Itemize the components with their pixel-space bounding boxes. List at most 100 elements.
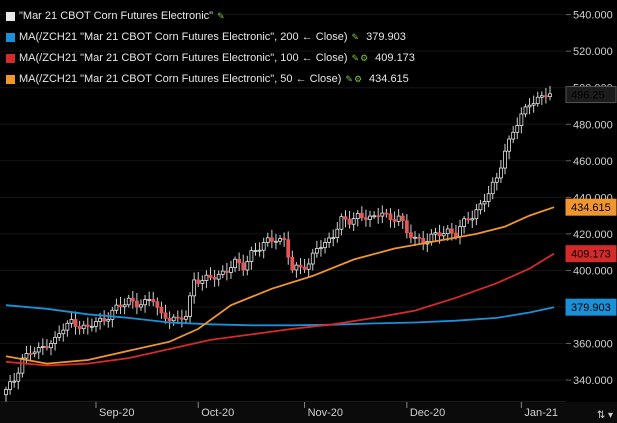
y-grid: [0, 14, 566, 381]
candle-body: [155, 301, 160, 308]
price-tag: [565, 298, 617, 316]
candle-body: [179, 317, 184, 320]
candle-body: [527, 104, 532, 108]
candle-body: [36, 347, 41, 353]
x-tick-label: Nov-20: [308, 407, 343, 419]
candle-body: [364, 217, 368, 220]
price-tag: [565, 86, 617, 104]
candle-body: [376, 215, 381, 218]
plot-background: [0, 0, 566, 402]
candle-body: [69, 319, 74, 324]
candle-body: [151, 299, 156, 303]
candle-body: [368, 215, 372, 220]
legend-row-ma200[interactable]: MA(/ZCH21 "Mar 21 CBOT Corn Futures Elec…: [6, 27, 415, 48]
candle-body: [4, 389, 8, 396]
legend-row-ma50[interactable]: MA(/ZCH21 "Mar 21 CBOT Corn Futures Elec…: [6, 69, 415, 90]
candle-body: [282, 238, 287, 240]
candle-body: [314, 248, 319, 254]
legend-value: 434.615: [369, 73, 409, 85]
price-tag-label: 409.173: [571, 249, 611, 261]
candle-body: [32, 351, 37, 355]
candle-body: [306, 263, 311, 270]
y-tick-label: 400.000: [573, 265, 613, 277]
candle-body: [319, 247, 323, 250]
candle-body: [110, 309, 115, 320]
candle-body: [286, 239, 291, 258]
candle-body: [200, 280, 205, 284]
x-tick-label: Oct-20: [201, 407, 234, 419]
candle-body: [94, 321, 98, 327]
candle-body: [196, 279, 201, 284]
legend-label: MA(/ZCH21 "Mar 21 CBOT Corn Futures Elec…: [19, 31, 348, 43]
candle-body: [208, 274, 213, 278]
candle-body: [61, 329, 66, 335]
ma-line: [5, 304, 555, 327]
candle-body: [392, 219, 397, 222]
candle-body: [229, 267, 233, 273]
edit-icon[interactable]: ✎: [217, 11, 226, 21]
candle-body: [192, 279, 197, 297]
legend-value: 409.173: [375, 52, 415, 64]
candle-body: [388, 213, 393, 221]
candle-body: [167, 317, 172, 322]
candle-body: [249, 250, 254, 262]
candle-body: [122, 304, 127, 308]
legend-swatch: [6, 75, 15, 84]
candle-body: [163, 312, 168, 319]
axis-menu-icon[interactable]: ⇅ ▾: [596, 410, 613, 421]
legend-swatch: [6, 33, 15, 42]
candle-body: [106, 318, 111, 322]
candle-body: [237, 258, 242, 264]
candle-body: [233, 258, 237, 269]
x-tick-label: Dec-20: [410, 407, 445, 419]
candle-body: [89, 325, 94, 328]
candle-body: [507, 138, 511, 152]
candle-body: [499, 167, 503, 179]
candle-body: [98, 317, 102, 322]
candle-body: [290, 256, 295, 271]
candle-body: [159, 306, 164, 314]
candle-body: [265, 237, 270, 243]
candle-body: [175, 316, 180, 319]
ma-line: [5, 252, 555, 367]
candle-body: [449, 228, 454, 234]
edit-icon[interactable]: ✎: [351, 32, 361, 42]
y-axis-ticks: 340.000360.000380.000400.000420.000440.0…: [566, 10, 613, 387]
candle-body: [523, 106, 528, 115]
candle-body: [515, 125, 520, 133]
candle-body: [396, 215, 401, 222]
candle-body: [478, 203, 483, 211]
candle-body: [339, 216, 344, 230]
candle-body: [147, 299, 152, 301]
edit-icon[interactable]: ✎⚙: [351, 53, 370, 63]
candle-body: [327, 237, 332, 243]
candle-body: [16, 372, 21, 382]
candle-body: [511, 131, 516, 140]
candle-body: [486, 193, 491, 202]
candle-body: [343, 216, 348, 220]
price-tag-label: 434.615: [571, 202, 611, 214]
y-tick-label: 360.000: [573, 339, 613, 351]
x-tick-label: Sep-20: [99, 407, 134, 419]
legend-row-ma100[interactable]: MA(/ZCH21 "Mar 21 CBOT Corn Futures Elec…: [6, 48, 415, 69]
candle-body: [57, 333, 62, 338]
x-axis-band: [0, 402, 617, 423]
legend-label: "Mar 21 CBOT Corn Futures Electronic": [19, 10, 214, 22]
candlesticks: [4, 86, 552, 403]
candle-body: [335, 228, 340, 239]
legend-row-price[interactable]: "Mar 21 CBOT Corn Futures Electronic" ✎: [6, 6, 415, 27]
candle-body: [40, 346, 45, 348]
y-tick-label: 460.000: [573, 156, 613, 168]
candle-body: [188, 295, 192, 317]
candle-body: [503, 150, 507, 169]
price-tag: [565, 198, 617, 216]
candle-body: [81, 324, 86, 330]
edit-icon[interactable]: ✎⚙: [345, 74, 364, 84]
price-tag: [565, 245, 617, 263]
candle-body: [126, 297, 131, 306]
candle-body: [474, 209, 479, 220]
candle-body: [404, 220, 409, 234]
candle-body: [413, 236, 417, 239]
candle-body: [429, 233, 434, 242]
